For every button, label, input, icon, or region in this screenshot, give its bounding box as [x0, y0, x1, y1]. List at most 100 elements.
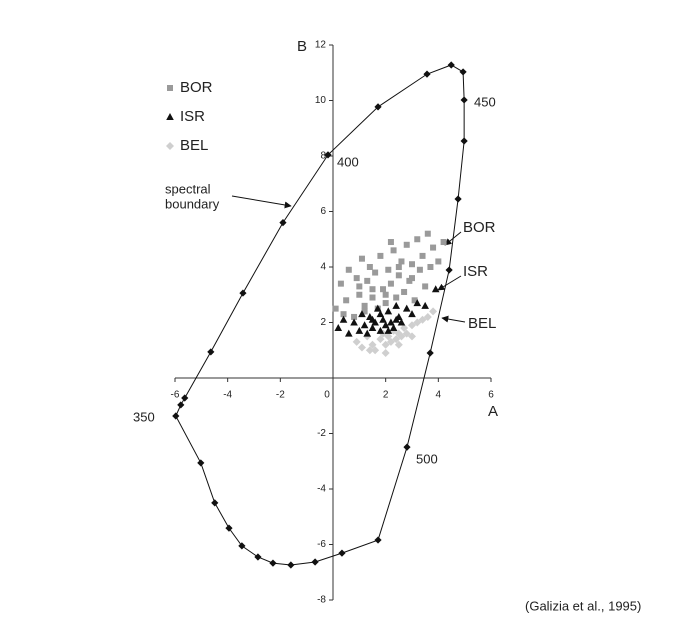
- point: [392, 315, 400, 323]
- point: [369, 286, 376, 293]
- point: [364, 277, 371, 284]
- point: [376, 335, 385, 344]
- point: [379, 315, 387, 323]
- boundary-point: [269, 559, 277, 567]
- point: [419, 252, 426, 259]
- point: [345, 266, 352, 273]
- point: [390, 247, 397, 254]
- point: [392, 335, 401, 344]
- boundary-point: [239, 289, 247, 297]
- point: [394, 340, 403, 349]
- y-tick-label: -2: [317, 428, 326, 439]
- boundary-point: [447, 61, 455, 69]
- point: [373, 304, 382, 312]
- point: [416, 266, 423, 273]
- point: [343, 297, 350, 304]
- boundary-point: [197, 459, 205, 467]
- point: [440, 239, 447, 246]
- legend-label: ISR: [180, 108, 205, 125]
- point: [414, 236, 421, 243]
- boundary-label: boundary: [165, 196, 220, 211]
- point: [403, 241, 410, 248]
- point: [368, 315, 377, 323]
- point: [395, 264, 402, 270]
- boundary-point: [172, 412, 180, 420]
- legend-marker: [166, 142, 174, 150]
- point: [395, 272, 402, 279]
- point: [381, 340, 390, 349]
- spectral-boundary: [175, 64, 465, 566]
- y-tick-label: 10: [315, 95, 327, 106]
- point: [384, 332, 393, 341]
- wavelength-label: 400: [337, 154, 359, 169]
- x-tick-label: 2: [383, 390, 389, 401]
- point: [339, 315, 348, 323]
- boundary-point: [177, 401, 185, 409]
- point: [361, 308, 368, 315]
- point: [384, 307, 393, 315]
- x-tick-label: -2: [276, 390, 285, 401]
- point: [372, 269, 379, 276]
- point: [413, 318, 422, 327]
- boundary-point: [324, 151, 332, 159]
- boundary-point: [225, 524, 233, 532]
- point: [435, 258, 442, 265]
- point: [408, 321, 416, 330]
- point: [384, 326, 393, 334]
- y-tick-label: -8: [317, 595, 326, 606]
- legend-marker: [167, 85, 173, 91]
- legend-label: BOR: [180, 79, 213, 96]
- boundary-point: [374, 103, 382, 111]
- point: [422, 283, 429, 290]
- point: [382, 300, 389, 307]
- legend-label: BEL: [180, 137, 208, 154]
- point: [366, 264, 373, 270]
- point: [402, 329, 411, 338]
- arrow: [437, 275, 462, 291]
- point: [334, 324, 343, 332]
- point: [357, 343, 366, 352]
- point: [387, 239, 394, 246]
- point: [365, 346, 374, 355]
- point: [429, 307, 438, 316]
- wavelength-label: 350: [133, 409, 155, 424]
- y-tick-label: 6: [320, 206, 326, 217]
- point: [376, 326, 385, 334]
- point: [368, 324, 377, 332]
- point: [408, 310, 416, 318]
- boundary-point: [211, 499, 219, 507]
- point: [355, 326, 364, 334]
- y-tick-label: 2: [320, 317, 326, 328]
- point: [356, 283, 363, 290]
- point: [389, 324, 398, 332]
- point: [363, 329, 372, 337]
- group-label: BEL: [468, 315, 496, 332]
- point: [427, 264, 434, 270]
- point: [353, 275, 360, 282]
- boundary-label: spectral: [165, 181, 211, 196]
- point: [409, 261, 415, 268]
- point: [361, 302, 368, 309]
- point: [381, 321, 390, 329]
- arrow: [231, 195, 292, 209]
- point: [413, 299, 422, 307]
- boundary-point: [338, 549, 346, 557]
- point: [369, 294, 376, 301]
- point: [387, 280, 394, 287]
- boundary-point: [207, 348, 215, 356]
- point: [418, 315, 427, 324]
- legend-marker: [166, 113, 174, 120]
- point: [360, 321, 369, 329]
- point: [340, 311, 347, 318]
- point: [358, 255, 365, 262]
- wavelength-label: 450: [474, 94, 496, 109]
- citation: (Galizia et al., 1995): [525, 598, 641, 613]
- point: [381, 349, 390, 358]
- point: [350, 318, 358, 326]
- point: [376, 310, 385, 318]
- point: [371, 346, 380, 355]
- y-tick-label: 12: [315, 40, 327, 51]
- point: [421, 301, 429, 309]
- x-axis-label: A: [488, 403, 498, 420]
- boundary-point: [403, 443, 411, 451]
